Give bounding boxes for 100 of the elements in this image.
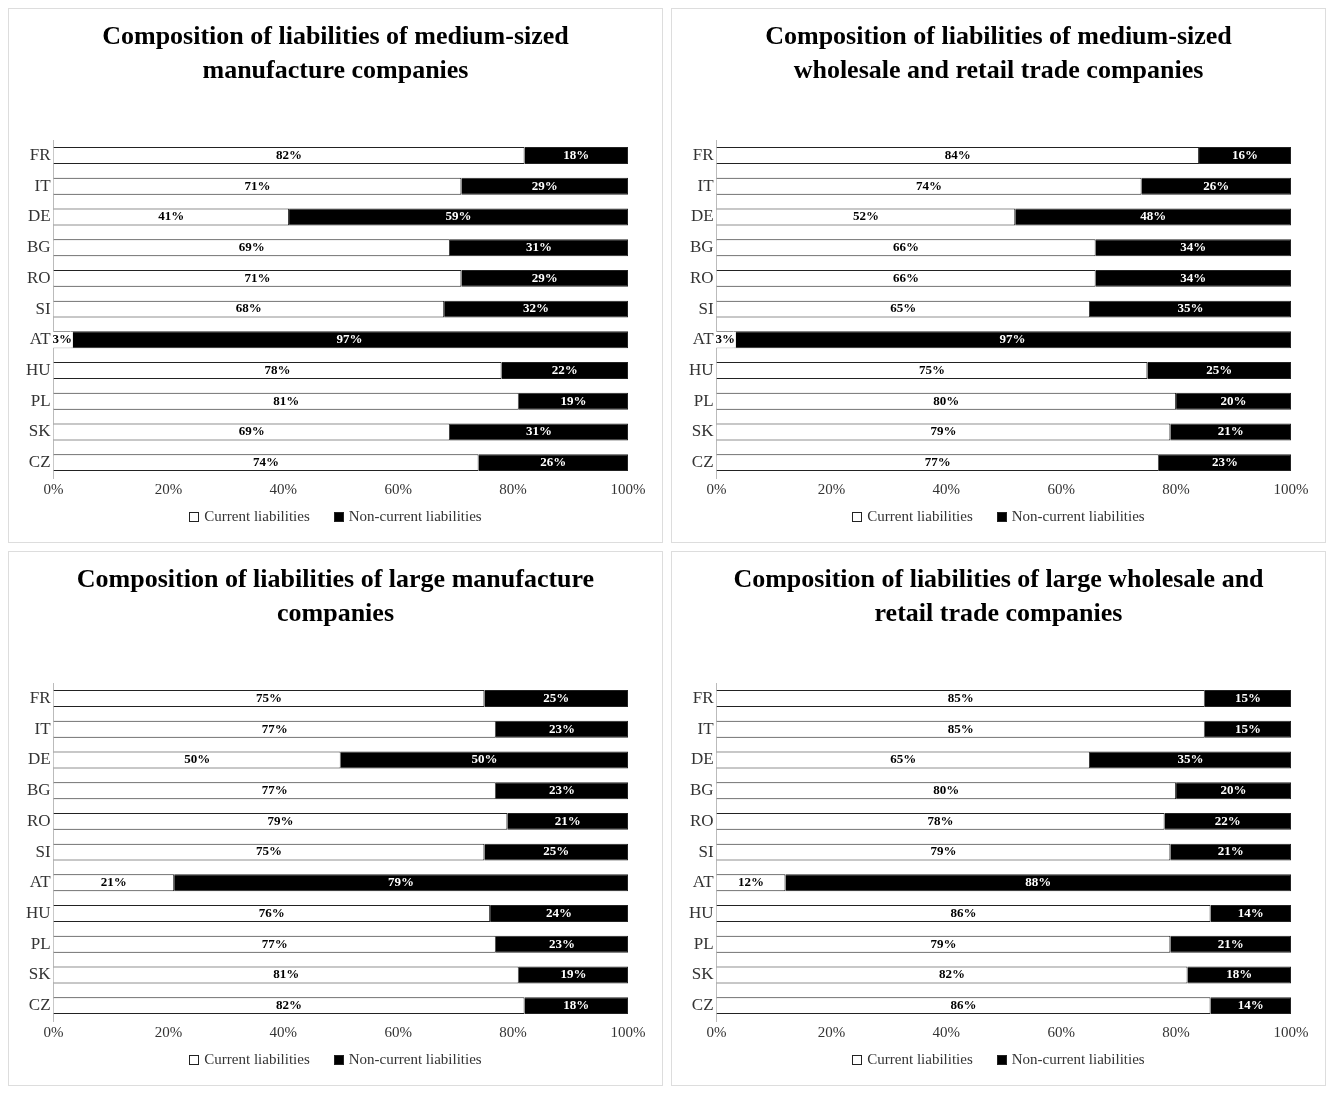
data-label: 85% [947, 720, 974, 736]
data-label: 80% [933, 782, 960, 798]
data-label: 21% [1217, 935, 1244, 951]
y-tick-label: IT [697, 175, 715, 195]
data-label: 65% [890, 300, 917, 316]
y-tick-label: SK [691, 964, 715, 984]
data-label: 34% [1180, 239, 1207, 255]
legend-label: Non-current liabilities [1011, 508, 1145, 525]
data-label: 20% [1220, 392, 1247, 408]
data-label: 79% [267, 812, 294, 828]
y-tick-label: RO [26, 810, 51, 830]
y-tick-label: SK [28, 964, 52, 984]
data-label: 78% [927, 812, 954, 828]
chart-title: Composition of liabilities of large wholesale and retail trade companies [732, 563, 1265, 629]
x-tick-label: 100% [1273, 1023, 1309, 1040]
data-label: 29% [531, 177, 558, 193]
data-label: 15% [1234, 689, 1261, 705]
data-label: 78% [264, 361, 291, 377]
x-tick-label: 80% [499, 480, 527, 497]
y-tick-label: FR [692, 688, 715, 708]
y-tick-label: DE [27, 749, 51, 769]
y-tick-label: DE [27, 206, 51, 226]
data-label: 21% [1217, 843, 1244, 859]
data-label: 19% [560, 966, 587, 982]
data-label: 22% [1214, 812, 1241, 828]
x-tick-label: 60% [1047, 1023, 1075, 1040]
text: Current liabilities [204, 508, 310, 525]
data-label: 3% [715, 331, 735, 347]
data-label: 14% [1237, 997, 1264, 1012]
data-label: 86% [950, 997, 977, 1012]
data-label: 41% [158, 208, 185, 224]
data-label: 25% [543, 689, 570, 705]
x-tick-label: 0% [706, 1023, 727, 1040]
data-label: 19% [560, 392, 587, 408]
y-tick-label: SI [35, 298, 51, 318]
data-label: 31% [525, 239, 552, 255]
y-tick-label: BG [26, 780, 51, 800]
data-label: 65% [890, 751, 917, 767]
data-label: 32% [523, 300, 550, 316]
y-tick-label: FR [29, 688, 52, 708]
y-tick-label: HU [25, 902, 51, 922]
data-label: 35% [1177, 300, 1204, 316]
y-tick-label: AT [29, 872, 52, 892]
data-label: 18% [563, 997, 590, 1012]
chart-title: Composition of liabilities of large manufacture companies [75, 563, 596, 629]
x-tick-label: 100% [610, 1023, 646, 1040]
y-tick-label: BG [689, 237, 714, 257]
y-tick-label: PL [693, 933, 714, 953]
x-tick-label: 20% [817, 1023, 846, 1040]
legend-label: Non-current liabilities [348, 508, 482, 525]
data-label: 82% [276, 146, 303, 162]
x-tick-label: 0% [43, 480, 64, 497]
y-tick-label: SI [698, 841, 714, 861]
data-label: 12% [738, 874, 765, 890]
x-tick-label: 0% [706, 480, 727, 497]
data-label: 77% [261, 935, 288, 951]
data-label: 15% [1234, 720, 1261, 736]
data-label: 18% [1226, 966, 1253, 982]
data-label: 79% [930, 423, 957, 439]
data-label: 14% [1237, 904, 1264, 920]
data-label: 21% [1217, 423, 1244, 439]
x-tick-label: 60% [384, 1023, 412, 1040]
y-tick-label: IT [697, 718, 715, 738]
data-label: 84% [944, 146, 971, 162]
data-label: 26% [1203, 177, 1230, 193]
y-tick-label: DE [690, 749, 714, 769]
data-label: 74% [916, 177, 943, 193]
x-tick-label: 80% [499, 1023, 527, 1040]
y-tick-label: IT [34, 718, 52, 738]
y-tick-label: SK [28, 421, 52, 441]
data-label: 75% [255, 843, 282, 859]
legend-label: Non-current liabilities [348, 1051, 482, 1068]
data-label: 97% [999, 331, 1026, 347]
data-label: 25% [1206, 361, 1233, 377]
data-label: 23% [548, 935, 575, 951]
y-tick-label: PL [693, 390, 714, 410]
data-label: 71% [244, 177, 271, 193]
data-label: 23% [548, 782, 575, 798]
data-label: 35% [1177, 751, 1204, 767]
data-label: 50% [184, 751, 211, 767]
y-tick-label: HU [688, 359, 714, 379]
data-label: 66% [893, 269, 920, 285]
data-label: 18% [563, 146, 590, 162]
y-tick-label: IT [34, 175, 52, 195]
y-tick-label: CZ [691, 995, 714, 1015]
data-label: 74% [253, 454, 280, 469]
data-label: 21% [100, 874, 127, 890]
data-label: 77% [924, 454, 951, 469]
text: Current liabilities [204, 1051, 310, 1068]
x-tick-label: 60% [1047, 480, 1075, 497]
data-label: 16% [1232, 146, 1259, 162]
data-label: 82% [276, 997, 303, 1012]
data-label: 97% [336, 331, 363, 347]
data-label: 29% [531, 269, 558, 285]
text: Current liabilities [867, 508, 973, 525]
x-tick-label: 20% [817, 480, 846, 497]
data-label: 34% [1180, 269, 1207, 285]
y-tick-label: AT [692, 329, 715, 349]
data-label: 82% [939, 966, 966, 982]
chart-title: Composition of liabilities of medium-sized wholesale and retail trade companies [764, 20, 1233, 86]
